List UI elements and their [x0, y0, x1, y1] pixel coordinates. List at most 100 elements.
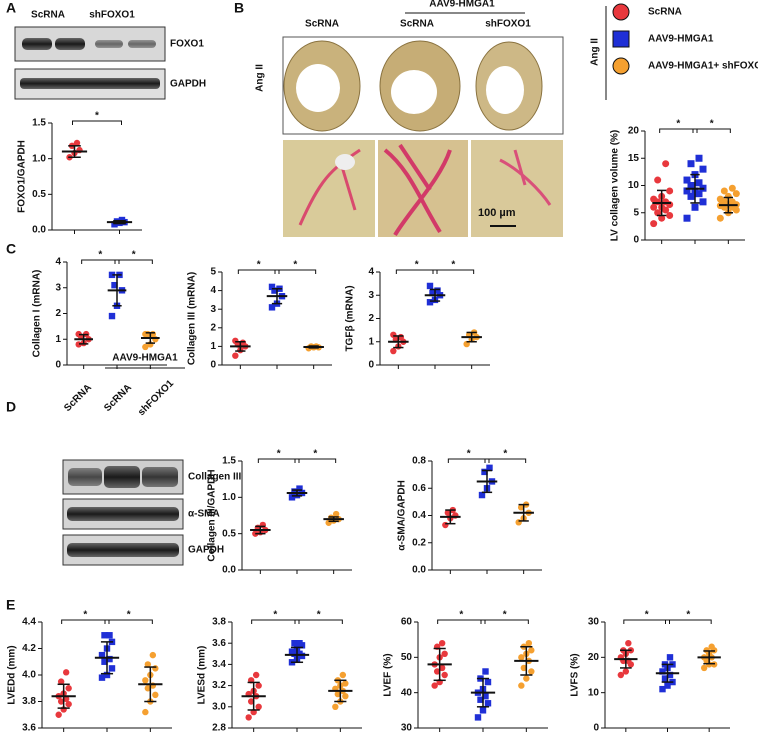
- data-point: [142, 330, 149, 338]
- significance-label: *: [317, 610, 321, 621]
- blot-row: Collagen III: [188, 472, 242, 483]
- y-tick-label: 3.8: [212, 617, 226, 628]
- data-point: [232, 337, 239, 345]
- data-point: [296, 485, 303, 492]
- legend-marker: [612, 3, 630, 21]
- data-point: [252, 671, 260, 679]
- data-point: [232, 352, 239, 359]
- data-point: [484, 678, 492, 686]
- data-point: [708, 643, 715, 650]
- blot-row: GAPDH: [170, 79, 206, 90]
- significance-label: *: [710, 119, 714, 130]
- data-point: [659, 668, 666, 675]
- y-axis-label: LV collagen volume (%): [610, 130, 621, 242]
- significance-label: *: [451, 260, 455, 271]
- y-tick-label: 0: [633, 235, 639, 246]
- y-tick-label: 0: [210, 360, 216, 371]
- y-tick-label: 30: [588, 617, 600, 628]
- y-tick-label: 0: [593, 723, 599, 734]
- y-tick-label: 10: [628, 180, 640, 191]
- significance-label: *: [293, 260, 297, 271]
- y-tick-label: 3: [210, 304, 216, 315]
- data-point: [108, 665, 116, 672]
- panel-label: C: [6, 241, 16, 257]
- data-point: [617, 671, 625, 679]
- data-point: [720, 187, 728, 195]
- data-point: [55, 711, 62, 718]
- data-point: [101, 632, 108, 639]
- y-tick-label: 2.8: [212, 723, 226, 734]
- data-point: [65, 685, 72, 692]
- significance-label: *: [313, 449, 317, 460]
- significance-label: *: [277, 449, 281, 460]
- legend-marker: [612, 57, 630, 75]
- column-label: shFOXO1: [485, 19, 531, 30]
- data-point: [622, 668, 630, 675]
- data-point: [268, 283, 276, 291]
- row-label: Ang II: [255, 64, 266, 92]
- data-point: [444, 509, 452, 516]
- data-point: [699, 198, 707, 206]
- data-point: [441, 671, 448, 679]
- data-point: [62, 669, 70, 676]
- y-tick-label: 30: [401, 723, 413, 734]
- data-point: [296, 650, 303, 657]
- significance-bracket: [72, 120, 122, 125]
- data-point: [666, 211, 674, 219]
- data-point: [245, 714, 252, 721]
- y-tick-label: 4: [210, 285, 216, 296]
- y-axis-label: LVESd (mm): [197, 646, 208, 705]
- blot-column: shFOXO1: [136, 378, 176, 418]
- y-axis-label: FOXO1/GAPDH: [17, 140, 28, 213]
- data-point: [716, 195, 724, 203]
- data-point: [142, 708, 149, 716]
- significance-bracket: [294, 619, 343, 624]
- y-tick-label: 50: [401, 652, 413, 663]
- y-tick-label: 3.8: [22, 696, 36, 707]
- significance-bracket: [81, 259, 120, 264]
- data-point: [103, 671, 111, 679]
- data-point: [332, 510, 340, 518]
- y-tick-label: 20: [588, 652, 600, 663]
- data-point: [144, 661, 152, 668]
- data-point: [482, 668, 489, 675]
- significance-label: *: [503, 610, 507, 621]
- data-point: [441, 650, 448, 657]
- blot: [62, 459, 184, 566]
- data-point: [438, 640, 446, 647]
- significance-label: *: [127, 610, 131, 621]
- data-point: [434, 287, 441, 294]
- y-tick-label: 0.6: [412, 483, 426, 494]
- data-point: [482, 693, 489, 700]
- blot-column: shFOXO1: [89, 10, 135, 21]
- group-label: AAV9-HMGA1: [429, 0, 495, 10]
- legend-label: AAV9-HMGA1+ shFOXO1: [648, 61, 758, 72]
- y-tick-label: 5: [210, 267, 216, 278]
- data-point: [271, 287, 278, 294]
- data-point: [75, 341, 82, 348]
- data-point: [683, 176, 691, 184]
- significance-label: *: [467, 449, 471, 460]
- y-tick-label: 3: [55, 282, 61, 293]
- significance-bracket: [294, 458, 337, 463]
- data-point: [528, 668, 535, 675]
- column-label: ScRNA: [305, 19, 339, 30]
- significance-bracket: [61, 619, 110, 624]
- data-point: [650, 220, 658, 228]
- data-point: [142, 343, 149, 351]
- y-tick-label: 3.2: [212, 680, 226, 691]
- significance-label: *: [503, 449, 507, 460]
- significance-label: *: [132, 250, 136, 261]
- legend-label: ScRNA: [648, 7, 682, 18]
- y-tick-label: 0.5: [222, 528, 236, 539]
- blot-row: α-SMA: [188, 509, 220, 520]
- data-point: [666, 671, 674, 679]
- y-axis-label: Collagen I (mRNA): [32, 270, 43, 358]
- y-tick-label: 1.5: [32, 118, 46, 129]
- y-tick-label: 2: [55, 308, 61, 319]
- data-point: [342, 693, 349, 700]
- data-point: [342, 680, 349, 687]
- y-tick-label: 2: [210, 322, 216, 333]
- y-tick-label: 0.0: [222, 565, 236, 576]
